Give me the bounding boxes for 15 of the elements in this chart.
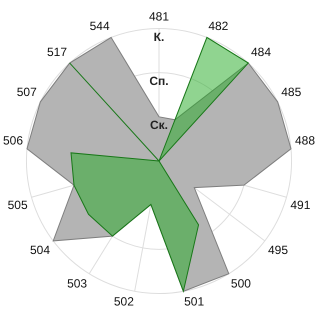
spoke-label: 482: [208, 18, 229, 33]
spoke-label: 481: [148, 10, 170, 24]
spoke-label: 488: [294, 134, 316, 148]
spoke-label: 495: [268, 242, 288, 257]
spoke-label: 507: [16, 85, 38, 100]
spoke-label: 506: [2, 134, 24, 148]
spoke-label: 501: [184, 294, 204, 309]
spoke-label: 544: [90, 18, 110, 33]
spoke-label: 505: [8, 198, 28, 212]
spoke-label: 484: [251, 45, 272, 60]
spoke-label: 491: [290, 198, 311, 212]
spoke-label: 502: [114, 294, 134, 309]
spoke-label: 517: [46, 45, 68, 60]
spoke-label: 485: [281, 85, 302, 100]
spoke-label: 504: [30, 242, 50, 257]
